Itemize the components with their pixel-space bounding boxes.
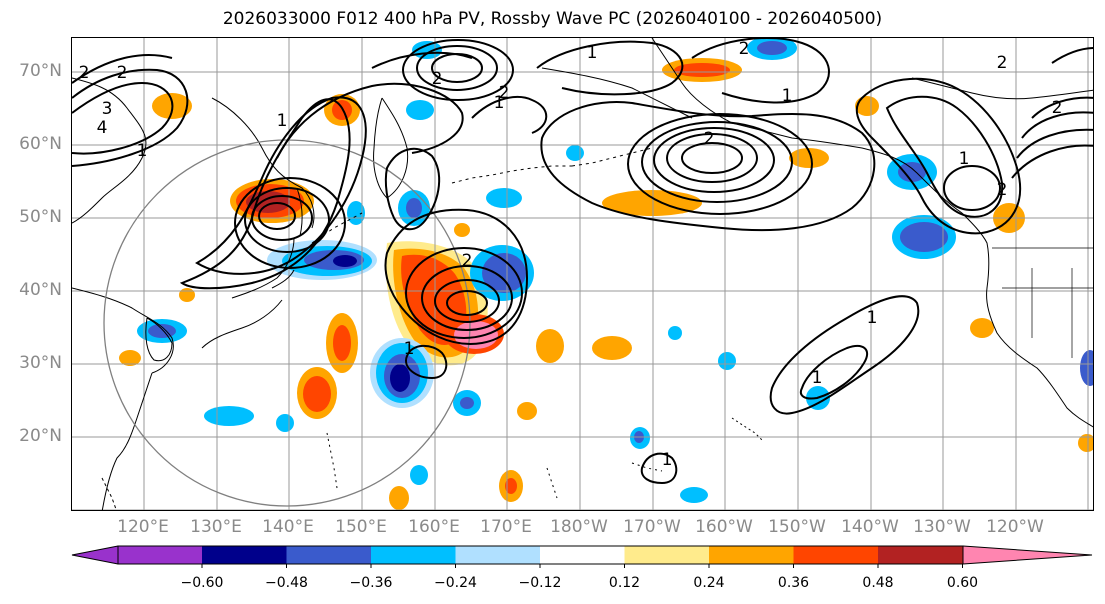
contour-label: 3	[102, 99, 113, 119]
colorbar-extend-max	[963, 546, 1092, 564]
lon-label-130w: 130°W	[913, 517, 971, 537]
contour-label: 1	[662, 450, 673, 470]
colorbar-segments	[72, 546, 1092, 568]
colorbar-tick-label: 0.12	[608, 575, 641, 591]
contour-label: 1	[277, 111, 288, 131]
contour-label: 2	[79, 63, 90, 83]
lat-label-40n: 40°N	[19, 280, 62, 300]
colorbar-tick-label: −0.24	[434, 575, 477, 591]
contour-label: 4	[97, 118, 108, 138]
map-canvas: 2 2 3 4 1 1 2 1 1 2 2 2 1 2 1 1 1 1 1 2 …	[72, 38, 1093, 510]
contour-label: 2	[997, 180, 1008, 200]
colorbar-tick-label: 0.48	[862, 575, 894, 591]
colorbar-tick-label: 0.24	[693, 575, 725, 591]
contour-label: 1	[867, 308, 878, 328]
lat-label-30n: 30°N	[19, 353, 62, 373]
colorbar-segment	[878, 546, 963, 564]
lon-label-160w: 160°W	[695, 517, 753, 537]
lat-label-70n: 70°N	[19, 61, 62, 81]
colorbar-extend-min	[72, 546, 118, 564]
colorbar-tick-label: −0.36	[349, 575, 393, 591]
contour-label: 1	[782, 86, 793, 106]
colorbar-segment	[202, 546, 287, 564]
contour-label: 2	[117, 63, 128, 83]
lon-label-130e: 130°E	[190, 517, 242, 537]
cold-anomaly-dateline	[470, 245, 534, 301]
colorbar-segment	[793, 546, 878, 564]
lon-label-120w: 120°W	[986, 517, 1044, 537]
lon-label-140w: 140°W	[841, 517, 899, 537]
colorbar-segment	[624, 546, 709, 564]
colorbar-tick-label: 0.60	[946, 575, 979, 591]
pv-contours	[72, 38, 1093, 485]
lat-label-20n: 20°N	[19, 426, 62, 446]
contour-label: 2	[499, 83, 510, 103]
lon-label-170w: 170°W	[623, 517, 681, 537]
lat-label-60n: 60°N	[19, 134, 62, 154]
colorbar-segment	[371, 546, 456, 564]
lat-label-50n: 50°N	[19, 207, 62, 227]
lon-label-120e: 120°E	[117, 517, 169, 537]
cold-anomaly-subtropical	[370, 338, 434, 408]
lon-label-170e: 170°E	[480, 517, 532, 537]
map-panel[interactable]: 2 2 3 4 1 1 2 1 1 2 2 2 1 2 1 1 1 1 1 2 …	[71, 37, 1094, 511]
contour-label: 2	[462, 251, 473, 271]
contour-label: 1	[812, 368, 823, 388]
lon-label-180w: 180°W	[550, 517, 608, 537]
lon-label-140e: 140°E	[262, 517, 314, 537]
contour-label: 1	[494, 93, 505, 113]
colorbar-tick-label: 0.36	[777, 575, 810, 591]
contour-label: 2	[704, 129, 715, 149]
colorbar-tick-label: −0.48	[265, 575, 308, 591]
contour-label: 2	[997, 53, 1008, 73]
lon-label-150e: 150°E	[335, 517, 387, 537]
figure-title: 2026033000 F012 400 hPa PV, Rossby Wave …	[222, 9, 883, 29]
contour-label: 1	[137, 141, 148, 161]
colorbar-tick-label: −0.60	[180, 575, 224, 591]
contour-label: 2	[432, 69, 443, 89]
colorbar-tick-label: −0.12	[518, 575, 562, 591]
colorbar-segment	[118, 546, 202, 564]
lon-label-160e: 160°E	[408, 517, 460, 537]
colorbar-segment	[455, 546, 540, 564]
coastlines	[72, 38, 1093, 510]
colorbar-segment	[540, 546, 625, 564]
contour-labels: 2 2 3 4 1 1 2 1 1 2 2 2 1 2 1 1 1 1 1 2 …	[79, 39, 1063, 470]
colorbar-segment	[709, 546, 794, 564]
contour-label: 1	[959, 149, 970, 169]
contour-label: 1	[587, 43, 598, 63]
colorbar-segment	[286, 546, 371, 564]
contour-label: 1	[404, 339, 415, 359]
contour-label: 2	[739, 39, 750, 59]
warm-anomaly-subtropical	[297, 367, 337, 419]
contour-label: 2	[1052, 98, 1063, 118]
lon-label-150w: 150°W	[768, 517, 826, 537]
